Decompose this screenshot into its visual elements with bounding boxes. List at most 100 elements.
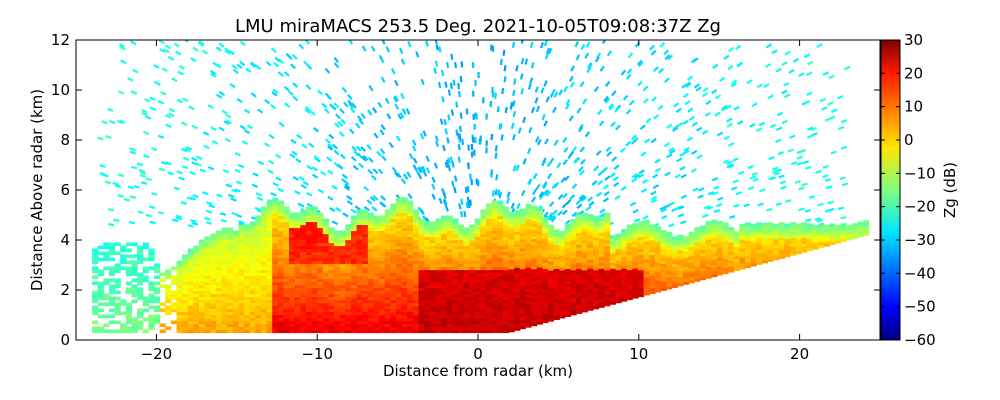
cloud-cell — [232, 329, 239, 334]
cloud-cell — [643, 240, 650, 245]
cloud-cell — [581, 263, 588, 268]
cloud-cell — [446, 281, 453, 286]
cloud-cell — [531, 223, 538, 228]
cloud-cell — [452, 227, 459, 232]
cloud-cell — [322, 284, 329, 289]
cloud-cell — [232, 239, 239, 244]
echo-mark — [542, 181, 548, 188]
cloud-cell — [767, 258, 774, 262]
cloud-cell — [407, 248, 414, 253]
echo-mark — [435, 140, 440, 147]
echo-mark — [524, 58, 529, 65]
cloud-cell — [232, 290, 239, 295]
cloud-cell — [131, 263, 138, 268]
cloud-cell — [536, 282, 543, 286]
cloud-cell — [463, 323, 470, 328]
echo-mark — [283, 85, 290, 92]
cloud-cell — [536, 291, 543, 295]
cloud-cell — [317, 314, 324, 319]
cloud-cell — [227, 299, 234, 304]
cloud-cell — [272, 269, 279, 274]
cloud-cell — [744, 240, 752, 244]
cloud-cell — [508, 292, 515, 297]
echo-mark — [608, 104, 615, 111]
cloud-cell — [317, 287, 324, 292]
cloud-cell — [593, 242, 600, 247]
cloud-cell — [418, 278, 425, 283]
cloud-cell — [773, 253, 780, 258]
cloud-cell — [694, 278, 701, 282]
cloud-cell — [778, 222, 785, 226]
echo-mark — [542, 189, 549, 196]
cloud-cell — [334, 242, 341, 247]
echo-mark — [688, 115, 695, 122]
cloud-cell — [159, 278, 166, 283]
cloud-cell — [463, 251, 470, 256]
cloud-cell — [474, 263, 481, 268]
cloud-cell — [806, 232, 813, 237]
cloud-cell — [486, 317, 493, 322]
cloud-cell — [367, 317, 375, 322]
cloud-cell — [829, 232, 836, 236]
cloud-cell — [204, 284, 211, 289]
cloud-cell — [289, 227, 296, 232]
cloud-cell — [761, 229, 768, 234]
cloud-cell — [643, 255, 650, 260]
cloud-cell — [300, 227, 307, 232]
cloud-cell — [131, 287, 138, 292]
cloud-cell — [773, 244, 780, 249]
cloud-cell — [536, 312, 543, 316]
cloud-cell — [694, 275, 701, 279]
cloud-cell — [396, 293, 403, 298]
cloud-cell — [97, 251, 104, 256]
cloud-cell — [531, 319, 538, 324]
echo-mark — [412, 164, 418, 171]
echo-mark — [451, 161, 455, 168]
cloud-cell — [176, 314, 183, 319]
cloud-cell — [615, 278, 622, 283]
cloud-cell — [564, 238, 571, 242]
cloud-cell — [587, 304, 594, 308]
cloud-cell — [396, 242, 403, 247]
echo-mark — [119, 119, 126, 124]
cloud-cell — [401, 329, 408, 334]
cloud-cell — [204, 245, 211, 250]
echo-mark — [686, 75, 694, 81]
cloud-cell — [244, 314, 251, 319]
cloud-cell — [756, 252, 763, 256]
cloud-cell — [412, 311, 420, 316]
cloud-cell — [626, 254, 633, 259]
cloud-cell — [829, 226, 836, 230]
cloud-cell — [576, 229, 583, 233]
cloud-cell — [683, 254, 690, 258]
cloud-cell — [514, 288, 521, 292]
cloud-cell — [396, 221, 403, 226]
echo-mark — [347, 93, 353, 101]
echo-mark — [380, 202, 387, 208]
cloud-cell — [778, 228, 785, 232]
cloud-cell — [502, 227, 510, 232]
cloud-cell — [120, 260, 127, 265]
cloud-cell — [553, 301, 560, 305]
echo-mark — [711, 176, 719, 182]
cloud-cell — [300, 251, 307, 256]
cloud-cell — [519, 325, 526, 330]
cloud-cell — [266, 278, 273, 283]
cloud-cell — [649, 239, 656, 243]
echo-mark — [540, 87, 545, 94]
echo-mark — [308, 142, 315, 148]
cloud-cell — [334, 257, 341, 262]
cloud-cell — [666, 264, 673, 269]
cloud-cell — [643, 222, 650, 227]
echo-mark — [390, 67, 396, 75]
cloud-cell — [97, 290, 104, 295]
cloud-cell — [553, 235, 560, 239]
cloud-cell — [311, 272, 318, 277]
cloud-cell — [131, 317, 138, 322]
cloud-cell — [547, 282, 555, 286]
cloud-cell — [356, 254, 363, 259]
cloud-cell — [497, 296, 504, 301]
cloud-cell — [311, 257, 318, 262]
echo-mark — [803, 99, 811, 105]
cloud-cell — [626, 245, 633, 250]
